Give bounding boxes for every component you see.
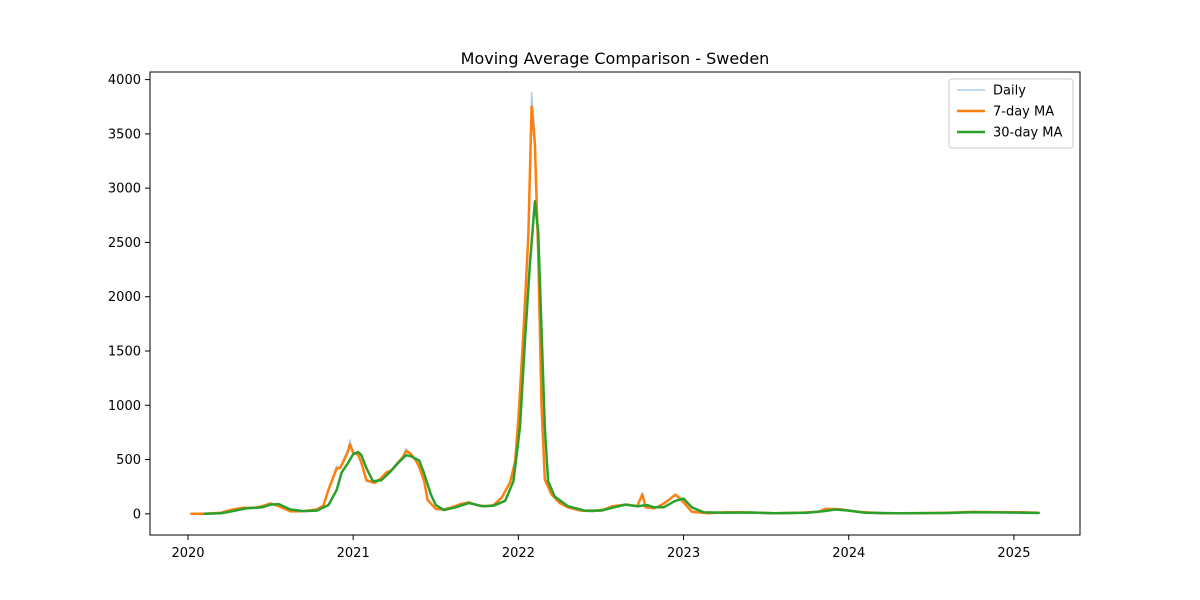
y-tick-label: 2000 — [108, 290, 141, 305]
x-tick-label: 2022 — [502, 546, 535, 561]
legend-label: 30-day MA — [993, 126, 1062, 141]
y-tick-label: 2500 — [108, 236, 141, 251]
x-tick-label: 2020 — [171, 546, 204, 561]
y-tick-label: 0 — [133, 507, 141, 522]
x-tick-label: 2021 — [337, 546, 370, 561]
x-axis: 2020 2021 2022 2023 2024 2025 — [171, 535, 1030, 561]
series-line-1 — [190, 91, 1040, 515]
chart-title: Moving Average Comparison - Sweden — [461, 49, 770, 68]
y-tick-label: 4000 — [108, 73, 141, 88]
legend-label: 7-day MA — [993, 105, 1054, 120]
y-tick-label: 1000 — [108, 399, 141, 414]
x-tick-label: 2024 — [832, 546, 865, 561]
legend: Daily 7-day MA 30-day MA — [948, 78, 1074, 149]
series-layer — [190, 91, 1040, 516]
y-tick-label: 3500 — [108, 127, 141, 142]
legend-label: Daily — [993, 84, 1026, 99]
y-tick-label: 3000 — [108, 182, 141, 197]
series-line-2 — [190, 105, 1040, 516]
series-line-3 — [203, 199, 1040, 516]
x-tick-label: 2025 — [997, 546, 1030, 561]
y-tick-label: 500 — [116, 453, 141, 468]
y-axis: 0 500 1000 1500 2000 2500 3000 3500 4000 — [108, 73, 150, 522]
plot-frame — [149, 71, 1081, 536]
x-tick-label: 2023 — [667, 546, 700, 561]
y-tick-label: 1500 — [108, 344, 141, 359]
